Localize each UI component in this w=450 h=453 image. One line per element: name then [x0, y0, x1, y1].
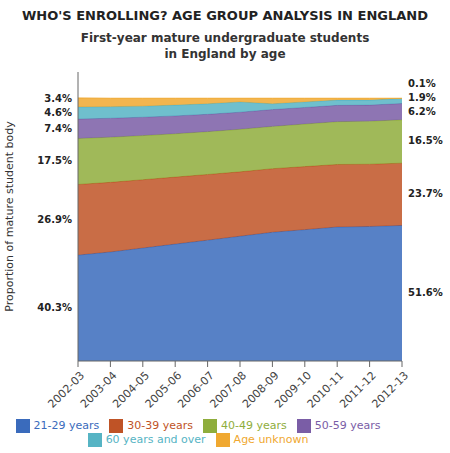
- svg-text:2003-04: 2003-04: [77, 369, 120, 411]
- svg-text:7.4%: 7.4%: [44, 123, 72, 134]
- svg-text:4.6%: 4.6%: [44, 107, 72, 118]
- svg-text:1.9%: 1.9%: [408, 92, 436, 103]
- html-text:WHO'S ENROLLING? AGE GROUP ANA: WHO'S ENROLLING? AGE GROUP ANALYSIS IN E…: [22, 8, 428, 23]
- svg-text:2005-06: 2005-06: [142, 369, 185, 411]
- svg-text:2008-09: 2008-09: [239, 369, 282, 411]
- svg-text:17.5%: 17.5%: [37, 155, 72, 166]
- html-text:40-49 years: 40-49 years: [221, 419, 287, 432]
- svg-text:Proportion of mature student b: Proportion of mature student body: [8, 121, 16, 312]
- html-text:First-year mature undergraduat: First-year mature undergraduate students: [80, 31, 370, 45]
- html-text:Age unknown: Age unknown: [233, 433, 309, 446]
- svg-text:23.7%: 23.7%: [408, 188, 442, 199]
- svg-text:40.3%: 40.3%: [37, 302, 72, 313]
- svg-text:3.4%: 3.4%: [44, 93, 72, 104]
- svg-text:2002-03: 2002-03: [45, 369, 88, 411]
- svg-text:2009-10: 2009-10: [272, 369, 314, 411]
- svg-text:2012-13: 2012-13: [369, 369, 411, 411]
- svg-text:2010-11: 2010-11: [304, 369, 347, 411]
- svg-text:2007-08: 2007-08: [207, 369, 250, 411]
- svg-text:16.5%: 16.5%: [408, 135, 442, 146]
- svg-text:51.6%: 51.6%: [408, 287, 442, 298]
- svg-text:0.1%: 0.1%: [408, 78, 436, 89]
- html-text:21-29 years: 21-29 years: [33, 419, 100, 432]
- svg-text:6.2%: 6.2%: [408, 106, 436, 117]
- svg-text:26.9%: 26.9%: [37, 214, 72, 225]
- html-text:50-59 years: 50-59 years: [314, 419, 381, 432]
- html-text:in England by age: in England by age: [164, 47, 286, 61]
- svg-text:2011-12: 2011-12: [337, 369, 379, 411]
- svg-text:2004-05: 2004-05: [110, 369, 152, 411]
- html-text:60 years and over: 60 years and over: [105, 433, 206, 446]
- svg-text:2006-07: 2006-07: [175, 369, 217, 411]
- html-text:30-39 years: 30-39 years: [127, 419, 193, 432]
